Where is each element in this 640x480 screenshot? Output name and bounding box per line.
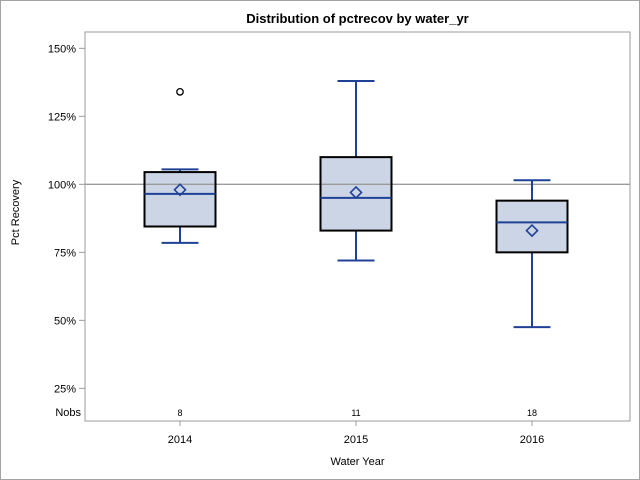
box-fill [320,157,392,231]
y-tick-label: 150% [48,43,76,55]
nobs-label: Nobs [55,407,81,419]
x-tick-label: 2014 [168,434,192,446]
nobs-value: 18 [527,408,537,418]
y-axis-title: Pct Recovery [10,179,22,245]
box-border [143,171,217,228]
nobs-value: 8 [177,408,182,418]
nobs-value: 11 [351,408,360,418]
y-tick-label: 75% [54,247,76,259]
y-tick-label: 100% [48,179,76,191]
mean-diamond [173,183,187,197]
box-fill [144,172,216,227]
box-border [319,156,393,232]
box-fill [496,200,568,253]
x-tick-label: 2016 [520,434,544,446]
x-tick-label: 2015 [344,434,368,446]
mean-diamond [525,223,539,238]
y-tick-label: 25% [54,383,76,395]
mean-diamond [349,185,363,200]
y-tick-label: 125% [48,111,76,123]
box-border [495,199,569,254]
chart-title: Distribution of pctrecov by water_yr [246,11,469,26]
outlier-point [176,87,184,96]
y-tick-label: 50% [54,315,76,327]
x-axis-title: Water Year [330,456,384,468]
